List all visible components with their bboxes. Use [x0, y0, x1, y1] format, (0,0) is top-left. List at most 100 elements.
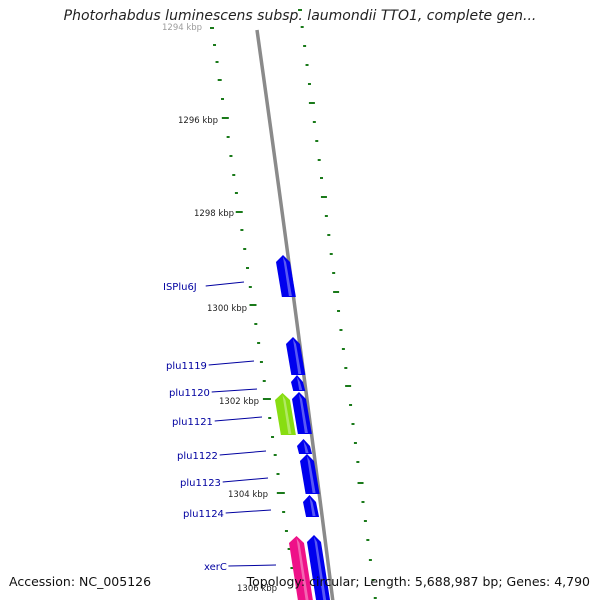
- tick-label: 1294 kbp: [162, 23, 202, 33]
- gene-feature-plu1120[interactable]: [291, 375, 312, 434]
- gene-label-plu1120[interactable]: plu1120: [169, 388, 210, 399]
- gene-label-leader: [225, 509, 272, 514]
- gc-mark: [312, 121, 316, 123]
- topology-text: Topology: circular; Length: 5,688,987 bp…: [246, 574, 590, 589]
- gene-label-leader: [228, 564, 277, 567]
- gc-mark: [257, 342, 261, 344]
- gc-mark: [246, 267, 250, 269]
- gc-mark: [217, 79, 222, 81]
- gene-arrow-highlight: [299, 394, 308, 433]
- gene-arrow-highlight: [307, 456, 316, 493]
- gene-label-plu1123[interactable]: plu1123: [180, 478, 221, 489]
- gene-feature-xerc[interactable]: [289, 535, 331, 600]
- gc-mark: [221, 117, 229, 119]
- gene-arrow-highlight: [314, 537, 327, 600]
- gene-label-leader: [214, 416, 263, 422]
- tick-label: 1296 kbp: [178, 116, 218, 126]
- gene-label-plu1124[interactable]: plu1124: [183, 509, 224, 520]
- backbone-arc: [255, 29, 335, 600]
- gene-feature-plu1121[interactable]: [275, 393, 296, 435]
- gc-mark: [215, 61, 219, 63]
- gc-mark: [210, 27, 214, 29]
- gene-arrow[interactable]: [307, 535, 331, 600]
- gc-mark: [329, 253, 333, 255]
- gc-mark: [271, 436, 275, 438]
- gc-mark: [324, 215, 328, 217]
- gc-mark: [249, 304, 257, 306]
- gc-mark: [351, 423, 355, 425]
- gc-mark: [339, 329, 343, 331]
- gene-arrow-highlight: [296, 538, 309, 600]
- gene-label-leader: [222, 477, 269, 483]
- gc-mark: [235, 211, 243, 213]
- gene-label-leader: [205, 281, 245, 287]
- gc-mark: [344, 367, 348, 369]
- map-title: Photorhabdus luminescens subsp. laumondi…: [63, 8, 537, 24]
- gc-mark: [290, 567, 294, 569]
- gc-mark: [229, 155, 233, 157]
- position-ticks: 1294 kbp 1296 kbp 1298 kbp 1300 kbp 1302 kbp…: [162, 23, 277, 594]
- gc-mark: [282, 511, 286, 513]
- tick-label: 1300 kbp: [207, 304, 247, 314]
- gc-mark: [341, 348, 345, 350]
- gc-mark: [243, 248, 247, 250]
- gc-mark: [240, 229, 244, 231]
- gene-arrow[interactable]: [276, 255, 296, 297]
- gene-arrow-highlight: [283, 257, 292, 296]
- gene-arrow[interactable]: [300, 454, 320, 494]
- gene-feature-plu1123[interactable]: [300, 454, 320, 494]
- gc-mark: [320, 196, 327, 198]
- tick-label: 1298 kbp: [194, 209, 234, 219]
- gc-mark: [349, 404, 353, 406]
- gc-mark: [373, 597, 377, 599]
- gc-mark: [305, 64, 309, 66]
- gc-mark: [284, 530, 288, 532]
- gc-mark: [259, 361, 263, 363]
- gc-mark: [213, 44, 217, 46]
- gene-label-isplu6j[interactable]: ISPlu6J: [163, 282, 197, 293]
- gene-label-leader: [208, 360, 255, 366]
- gc-mark: [234, 192, 238, 194]
- gc-content-track-left: [210, 27, 294, 569]
- gene-label-xerc[interactable]: xerC: [204, 562, 227, 573]
- gene-arrow[interactable]: [291, 375, 306, 391]
- gc-mark: [315, 140, 319, 142]
- gc-mark: [327, 234, 331, 236]
- gc-mark: [337, 310, 341, 312]
- gc-mark: [345, 385, 352, 387]
- gene-arrow[interactable]: [292, 392, 312, 434]
- gc-mark: [221, 98, 225, 100]
- gene-features: [275, 255, 331, 600]
- gene-arrow[interactable]: [275, 393, 296, 435]
- gene-arrow[interactable]: [289, 536, 314, 600]
- gene-arrow[interactable]: [286, 337, 306, 375]
- accession-text: Accession: NC_005126: [9, 574, 152, 589]
- gene-feature-isplu6j[interactable]: [276, 255, 296, 297]
- gene-label-leader: [219, 450, 267, 456]
- gc-mark: [298, 9, 302, 11]
- gene-label-plu1121[interactable]: plu1121: [172, 417, 213, 428]
- gc-mark: [333, 291, 340, 293]
- gene-label-plu1122[interactable]: plu1122: [177, 451, 218, 462]
- gene-arrow[interactable]: [303, 495, 320, 517]
- gc-mark: [357, 482, 364, 484]
- gc-mark: [303, 45, 307, 47]
- gene-label-plu1119[interactable]: plu1119: [166, 361, 207, 372]
- gc-mark: [276, 492, 285, 494]
- gene-feature-plu1122[interactable]: [297, 439, 313, 454]
- gene-labels: ISPlu6J plu1119 plu1120 plu1121 plu1122 plu11…: [163, 281, 277, 573]
- gc-mark: [287, 548, 291, 550]
- gene-feature-plu1119[interactable]: [286, 337, 306, 375]
- tick-label: 1306 kbp: [237, 584, 277, 594]
- gc-mark: [332, 272, 336, 274]
- gc-mark: [363, 520, 367, 522]
- gene-arrow-highlight: [309, 497, 316, 516]
- gc-mark: [307, 83, 311, 85]
- gene-arrow[interactable]: [297, 439, 313, 454]
- gene-feature-plu1124[interactable]: [303, 495, 320, 517]
- gc-mark: [320, 177, 324, 179]
- gc-mark: [268, 417, 272, 419]
- gene-arrow-highlight: [293, 339, 302, 374]
- gc-mark: [273, 454, 277, 456]
